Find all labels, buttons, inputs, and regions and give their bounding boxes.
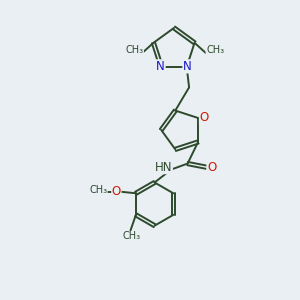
Text: CH₃: CH₃ [122,232,140,242]
Text: HN: HN [155,161,172,174]
Text: N: N [183,60,192,73]
Text: CH₃: CH₃ [206,45,224,55]
Text: O: O [207,161,216,174]
Text: CH₃: CH₃ [125,45,143,55]
Text: O: O [200,112,209,124]
Text: N: N [156,60,165,73]
Text: CH₃: CH₃ [89,185,107,195]
Text: O: O [112,185,121,198]
